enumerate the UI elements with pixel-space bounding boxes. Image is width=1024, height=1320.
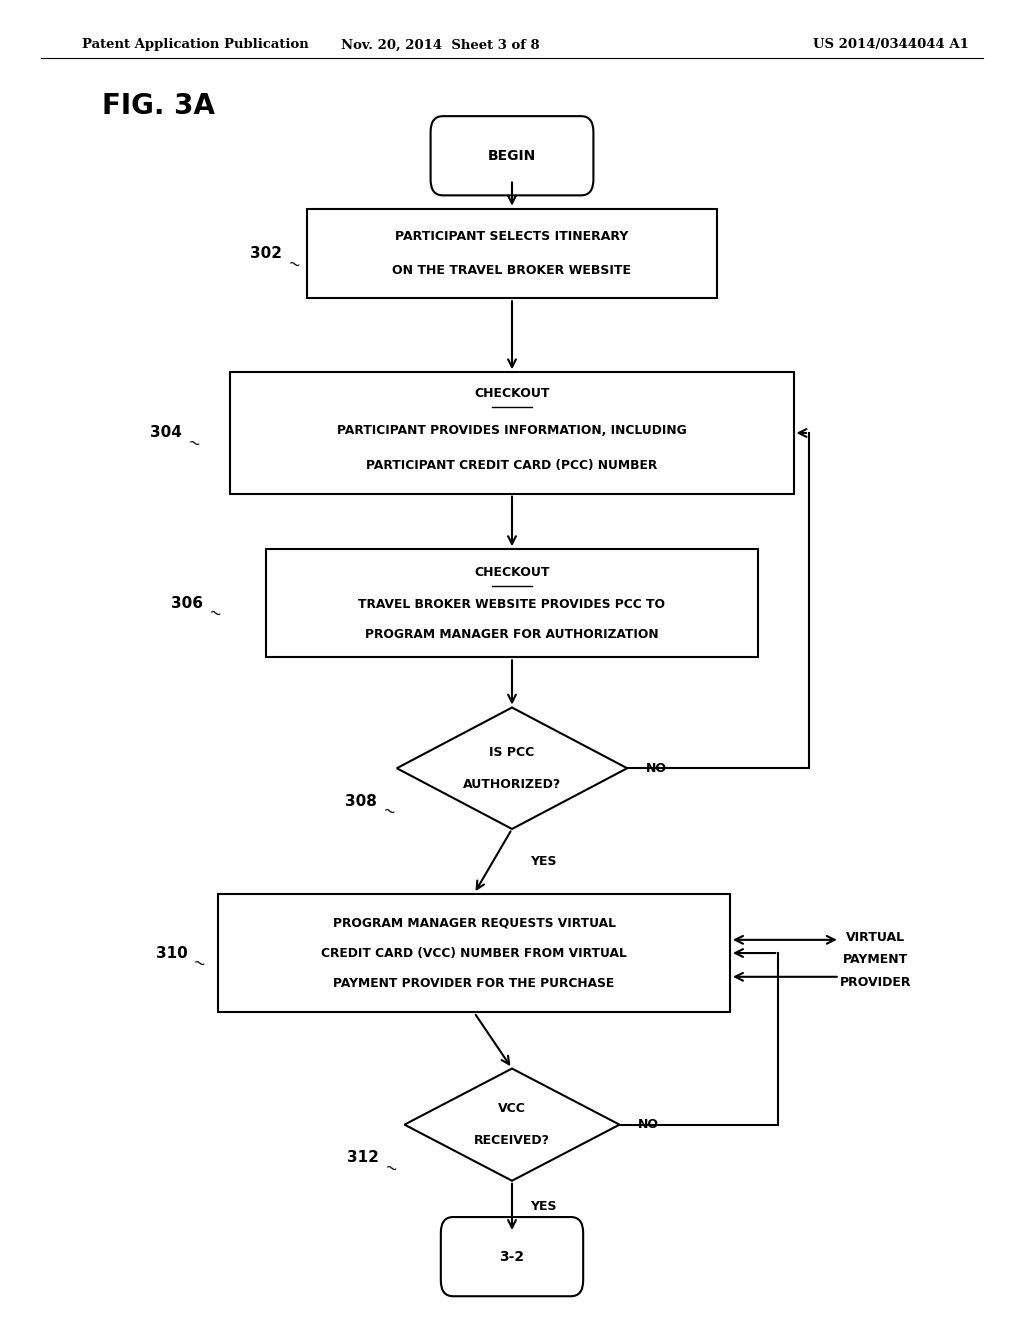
Text: ~: ~ — [285, 255, 302, 273]
Text: 306: 306 — [171, 595, 203, 611]
Text: YES: YES — [530, 855, 557, 867]
Text: FIG. 3A: FIG. 3A — [102, 91, 215, 120]
Text: YES: YES — [530, 1200, 557, 1213]
Text: Nov. 20, 2014  Sheet 3 of 8: Nov. 20, 2014 Sheet 3 of 8 — [341, 38, 540, 51]
FancyBboxPatch shape — [430, 116, 594, 195]
Text: PARTICIPANT PROVIDES INFORMATION, INCLUDING: PARTICIPANT PROVIDES INFORMATION, INCLUD… — [337, 424, 687, 437]
Text: PROGRAM MANAGER FOR AUTHORIZATION: PROGRAM MANAGER FOR AUTHORIZATION — [366, 628, 658, 642]
FancyBboxPatch shape — [230, 372, 794, 494]
Text: CREDIT CARD (VCC) NUMBER FROM VIRTUAL: CREDIT CARD (VCC) NUMBER FROM VIRTUAL — [322, 946, 627, 960]
Text: 3-2: 3-2 — [500, 1250, 524, 1263]
Text: BEGIN: BEGIN — [487, 149, 537, 162]
Text: ON THE TRAVEL BROKER WEBSITE: ON THE TRAVEL BROKER WEBSITE — [392, 264, 632, 277]
Text: RECEIVED?: RECEIVED? — [474, 1134, 550, 1147]
Text: 304: 304 — [151, 425, 182, 441]
Text: ~: ~ — [380, 803, 397, 821]
Text: VCC: VCC — [498, 1102, 526, 1115]
Polygon shape — [404, 1069, 620, 1180]
Text: PAYMENT PROVIDER FOR THE PURCHASE: PAYMENT PROVIDER FOR THE PURCHASE — [334, 977, 614, 990]
FancyBboxPatch shape — [440, 1217, 584, 1296]
Text: ~: ~ — [185, 434, 203, 453]
Text: 302: 302 — [250, 246, 282, 261]
Text: Patent Application Publication: Patent Application Publication — [82, 38, 308, 51]
Text: ~: ~ — [206, 605, 223, 623]
FancyBboxPatch shape — [307, 209, 717, 298]
Text: PROGRAM MANAGER REQUESTS VIRTUAL: PROGRAM MANAGER REQUESTS VIRTUAL — [333, 916, 615, 929]
Text: PARTICIPANT SELECTS ITINERARY: PARTICIPANT SELECTS ITINERARY — [395, 230, 629, 243]
Text: AUTHORIZED?: AUTHORIZED? — [463, 777, 561, 791]
Text: PROVIDER: PROVIDER — [840, 975, 911, 989]
Text: CHECKOUT: CHECKOUT — [474, 387, 550, 400]
Text: 310: 310 — [156, 945, 187, 961]
Text: IS PCC: IS PCC — [489, 746, 535, 759]
Polygon shape — [397, 708, 627, 829]
FancyBboxPatch shape — [266, 549, 758, 657]
Text: 308: 308 — [345, 793, 377, 809]
Text: NO: NO — [638, 1118, 659, 1131]
Text: ~: ~ — [190, 954, 208, 973]
Text: TRAVEL BROKER WEBSITE PROVIDES PCC TO: TRAVEL BROKER WEBSITE PROVIDES PCC TO — [358, 598, 666, 611]
Text: 312: 312 — [347, 1150, 379, 1166]
Text: VIRTUAL: VIRTUAL — [846, 931, 905, 944]
Text: ~: ~ — [382, 1159, 399, 1177]
Text: US 2014/0344044 A1: US 2014/0344044 A1 — [813, 38, 969, 51]
Text: PAYMENT: PAYMENT — [843, 953, 908, 966]
Text: CHECKOUT: CHECKOUT — [474, 566, 550, 579]
Text: NO: NO — [646, 762, 667, 775]
FancyBboxPatch shape — [218, 894, 730, 1012]
Text: PARTICIPANT CREDIT CARD (PCC) NUMBER: PARTICIPANT CREDIT CARD (PCC) NUMBER — [367, 459, 657, 473]
